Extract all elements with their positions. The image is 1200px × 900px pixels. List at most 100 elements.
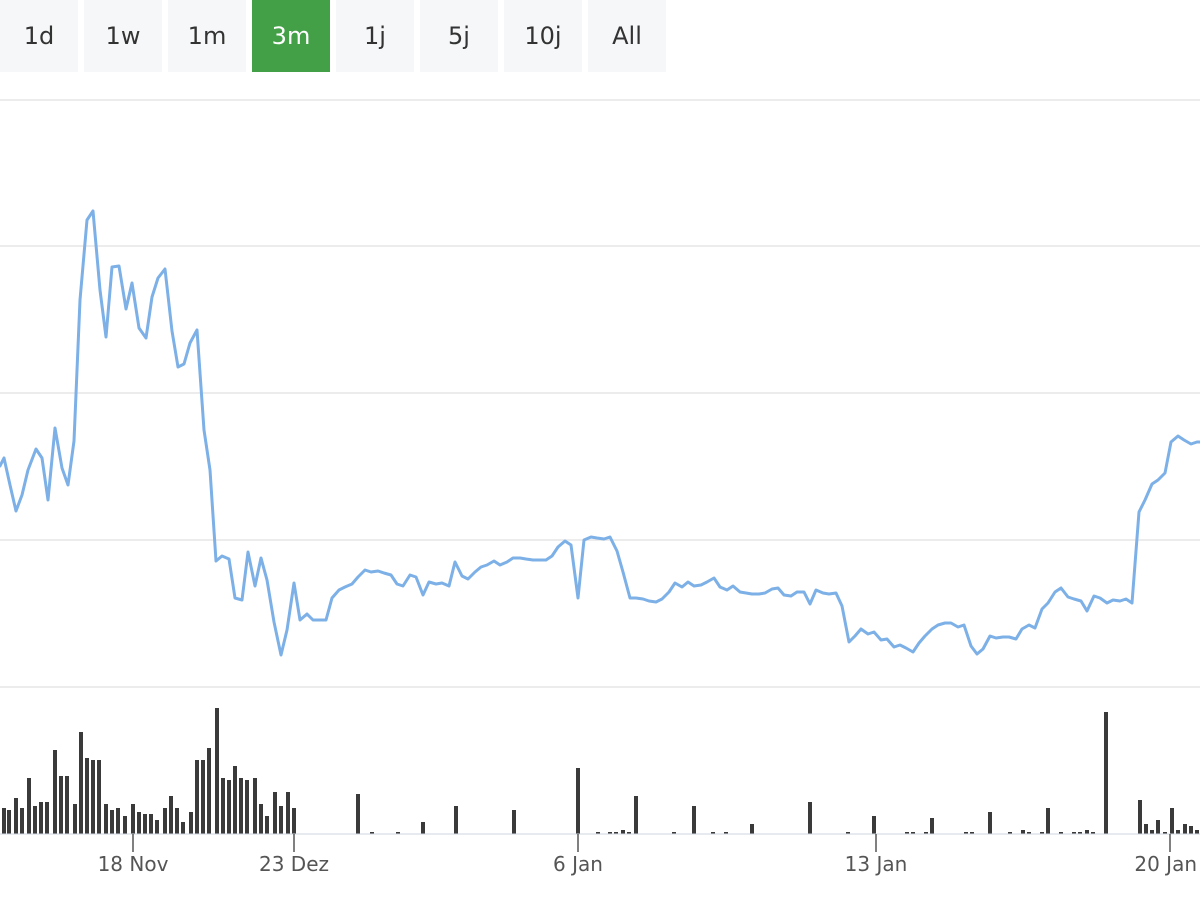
volume-bar [265, 816, 269, 834]
volume-bar [233, 766, 237, 834]
x-tick-label: 20 Jan [1134, 852, 1197, 876]
x-tick-label: 6 Jan [553, 852, 603, 876]
volume-bar [1138, 800, 1142, 834]
volume-bar [970, 832, 974, 834]
volume-bar [169, 796, 173, 834]
range-button-1w[interactable]: 1w [84, 0, 162, 72]
volume-bar [711, 832, 715, 834]
volume-bar [85, 758, 89, 834]
volume-bar [1027, 832, 1031, 834]
range-button-3m[interactable]: 3m [252, 0, 330, 72]
volume-bar [1189, 826, 1193, 834]
volume-bar [621, 830, 625, 834]
volume-bar [292, 808, 296, 834]
volume-bar [396, 832, 400, 834]
range-button-1d[interactable]: 1d [0, 0, 78, 72]
volume-bar [137, 812, 141, 834]
volume-bar [1144, 824, 1148, 834]
volume-bar [259, 804, 263, 834]
volume-bar [1150, 830, 1154, 834]
volume-bar [97, 760, 101, 834]
volume-bar [59, 776, 63, 834]
volume-bar [207, 748, 211, 834]
volume-bar [279, 806, 283, 834]
volume-bar [273, 792, 277, 834]
volume-bar [1046, 808, 1050, 834]
volume-bar [692, 806, 696, 834]
volume-bar [672, 832, 676, 834]
volume-bar [724, 832, 728, 834]
volume-bar [1104, 712, 1108, 834]
volume-bar [634, 796, 638, 834]
volume-bar [2, 808, 6, 834]
volume-bar [7, 810, 11, 834]
volume-bar [1059, 832, 1063, 834]
volume-bar [239, 778, 243, 834]
volume-bar [1195, 830, 1199, 834]
volume-bar [924, 832, 928, 834]
volume-bar [91, 760, 95, 834]
volume-bar [1176, 830, 1180, 834]
volume-bar [608, 832, 612, 834]
volume-bar [627, 832, 631, 834]
volume-bar [911, 832, 915, 834]
volume-bar [1163, 832, 1167, 834]
volume-bar [1072, 832, 1076, 834]
volume-bar [1008, 832, 1012, 834]
x-tick-label: 18 Nov [98, 852, 169, 876]
volume-bar [39, 802, 43, 834]
range-toolbar: 1d 1w 1m 3m 1j 5j 10j All [0, 0, 672, 72]
volume-bar [356, 794, 360, 834]
volume-bar [454, 806, 458, 834]
price-line [0, 209, 1200, 657]
volume-bar [104, 804, 108, 834]
volume-bar [750, 824, 754, 834]
volume-bar [110, 810, 114, 834]
volume-bar [1040, 832, 1044, 834]
volume-bar [221, 778, 225, 834]
volume-bar [163, 808, 167, 834]
volume-bar [614, 832, 618, 834]
volume-bar [964, 832, 968, 834]
volume-bar [905, 832, 909, 834]
volume-bar [1021, 830, 1025, 834]
volume-bar [73, 804, 77, 834]
volume-bar [1183, 824, 1187, 834]
volume-bar [808, 802, 812, 834]
volume-bar [245, 780, 249, 834]
volume-bar [181, 822, 185, 834]
volume-bar [512, 810, 516, 834]
volume-bar [45, 802, 49, 834]
volume-bar [1156, 820, 1160, 834]
volume-bar [79, 732, 83, 834]
volume-bar [253, 778, 257, 834]
volume-bar [286, 792, 290, 834]
volume-bar [149, 814, 153, 834]
volume-bar [227, 780, 231, 834]
x-axis-ticks: 18 Nov 23 Dez 6 Jan 13 Jan 20 Jan [98, 834, 1197, 876]
volume-bars [2, 708, 1199, 834]
volume-bar [201, 760, 205, 834]
volume-bar [116, 808, 120, 834]
volume-bar [131, 804, 135, 834]
volume-bar [155, 820, 159, 834]
volume-bar [930, 818, 934, 834]
range-button-all[interactable]: All [588, 0, 666, 72]
volume-bar [576, 768, 580, 834]
volume-bar [14, 798, 18, 834]
range-button-5j[interactable]: 5j [420, 0, 498, 72]
range-button-10j[interactable]: 10j [504, 0, 582, 72]
grid-lines [0, 99, 1200, 688]
volume-bar [143, 814, 147, 834]
volume-bar [195, 760, 199, 834]
volume-bar [1091, 832, 1095, 834]
volume-bar [175, 808, 179, 834]
x-tick-label: 23 Dez [259, 852, 329, 876]
volume-bar [1078, 832, 1082, 834]
range-button-1j[interactable]: 1j [336, 0, 414, 72]
volume-bar [123, 816, 127, 834]
range-button-1m[interactable]: 1m [168, 0, 246, 72]
volume-bar [872, 816, 876, 834]
volume-bar [27, 778, 31, 834]
